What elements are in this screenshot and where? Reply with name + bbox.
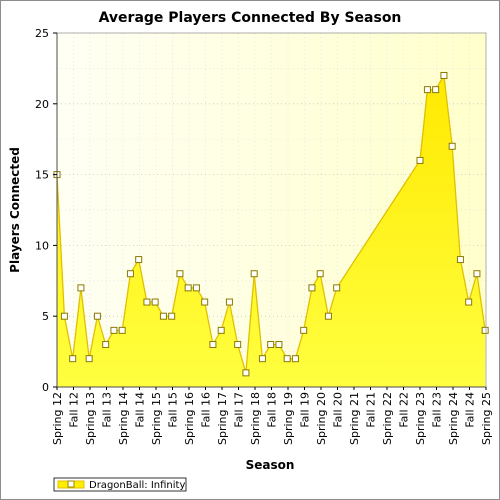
data-point (209, 341, 217, 349)
y-tick-label: 25 (35, 27, 49, 40)
data-point (267, 341, 275, 349)
grid-lines (56, 32, 487, 388)
x-tick-label: Spring 17 (216, 392, 229, 445)
data-point (192, 284, 200, 292)
data-point (176, 270, 184, 278)
x-tick-label: Fall 24 (464, 392, 477, 428)
x-tick-label: Fall 19 (299, 392, 312, 428)
chart-title: Average Players Connected By Season (99, 10, 402, 26)
x-tick-label: Spring 15 (150, 392, 163, 445)
legend-label: DragonBall: Infinity (89, 480, 185, 491)
x-tick-label: Spring 25 (480, 392, 493, 445)
data-point (465, 298, 473, 306)
x-tick-label: Fall 23 (431, 392, 444, 428)
y-tick-label: 15 (35, 169, 49, 182)
x-tick-label: Fall 13 (101, 392, 114, 428)
data-point (184, 284, 192, 292)
y-tick-labels: 0 5 10 15 20 25 (35, 27, 57, 394)
data-point (456, 256, 464, 264)
data-point (300, 326, 308, 334)
data-point (416, 156, 424, 164)
x-tick-label: Spring 19 (282, 392, 295, 445)
data-point (481, 326, 489, 334)
x-tick-label: Spring 22 (381, 392, 394, 445)
x-tick-label: Fall 16 (200, 392, 213, 428)
x-axis-title: Season (246, 458, 295, 472)
x-tick-label: Fall 18 (266, 392, 279, 428)
data-point (102, 341, 110, 349)
data-point (234, 341, 242, 349)
x-tick-label: Spring 24 (447, 392, 460, 445)
data-point (69, 355, 77, 363)
data-point (168, 312, 176, 320)
data-point (432, 86, 440, 94)
x-tick-label: Fall 21 (365, 392, 378, 428)
x-tick-labels: Spring 12 Fall 12 Spring 13 Fall 13 Spring 1… (51, 387, 493, 445)
x-tick-label: Fall 20 (332, 392, 345, 428)
data-point (440, 71, 448, 79)
x-tick-label: Fall 22 (398, 392, 411, 428)
data-point (291, 355, 299, 363)
data-point (448, 142, 456, 150)
data-point (93, 312, 101, 320)
series-layer (53, 71, 489, 387)
data-point (324, 312, 332, 320)
data-point (110, 326, 118, 334)
data-point (275, 341, 283, 349)
x-tick-label: Spring 12 (51, 392, 64, 445)
data-point (118, 326, 126, 334)
data-point (85, 355, 93, 363)
data-point (201, 298, 209, 306)
x-tick-label: Fall 12 (68, 392, 81, 428)
data-point (135, 256, 143, 264)
data-point (423, 86, 431, 94)
y-axis-title: Players Connected (8, 147, 22, 273)
x-tick-label: Spring 13 (84, 392, 97, 445)
y-tick-label: 20 (35, 98, 49, 111)
x-tick-label: Spring 16 (183, 392, 196, 445)
data-point (283, 355, 291, 363)
data-point (250, 270, 258, 278)
x-tick-label: Spring 14 (117, 392, 130, 445)
data-point (151, 298, 159, 306)
x-tick-label: Spring 18 (249, 392, 262, 445)
data-point (143, 298, 151, 306)
data-point (217, 326, 225, 334)
data-point (258, 355, 266, 363)
legend-box (53, 477, 187, 492)
data-point (159, 312, 167, 320)
x-tick-label: Spring 21 (348, 392, 361, 445)
legend: DragonBall: Infinity (53, 477, 187, 492)
data-point (77, 284, 85, 292)
x-tick-label: Fall 15 (167, 392, 180, 428)
x-tick-label: Spring 23 (414, 392, 427, 445)
data-point (242, 369, 250, 377)
y-tick-label: 10 (35, 239, 49, 252)
y-tick-label: 5 (42, 310, 49, 323)
data-point (333, 284, 341, 292)
data-point (225, 298, 233, 306)
data-point (60, 312, 68, 320)
series-area (57, 75, 486, 387)
x-tick-label: Fall 17 (233, 392, 246, 428)
data-point (308, 284, 316, 292)
data-point (316, 270, 324, 278)
data-point (473, 270, 481, 278)
y-tick-label: 0 (42, 381, 49, 394)
x-tick-label: Spring 20 (315, 392, 328, 445)
x-tick-label: Fall 14 (134, 392, 147, 428)
legend-marker (67, 480, 75, 488)
data-point (126, 270, 134, 278)
